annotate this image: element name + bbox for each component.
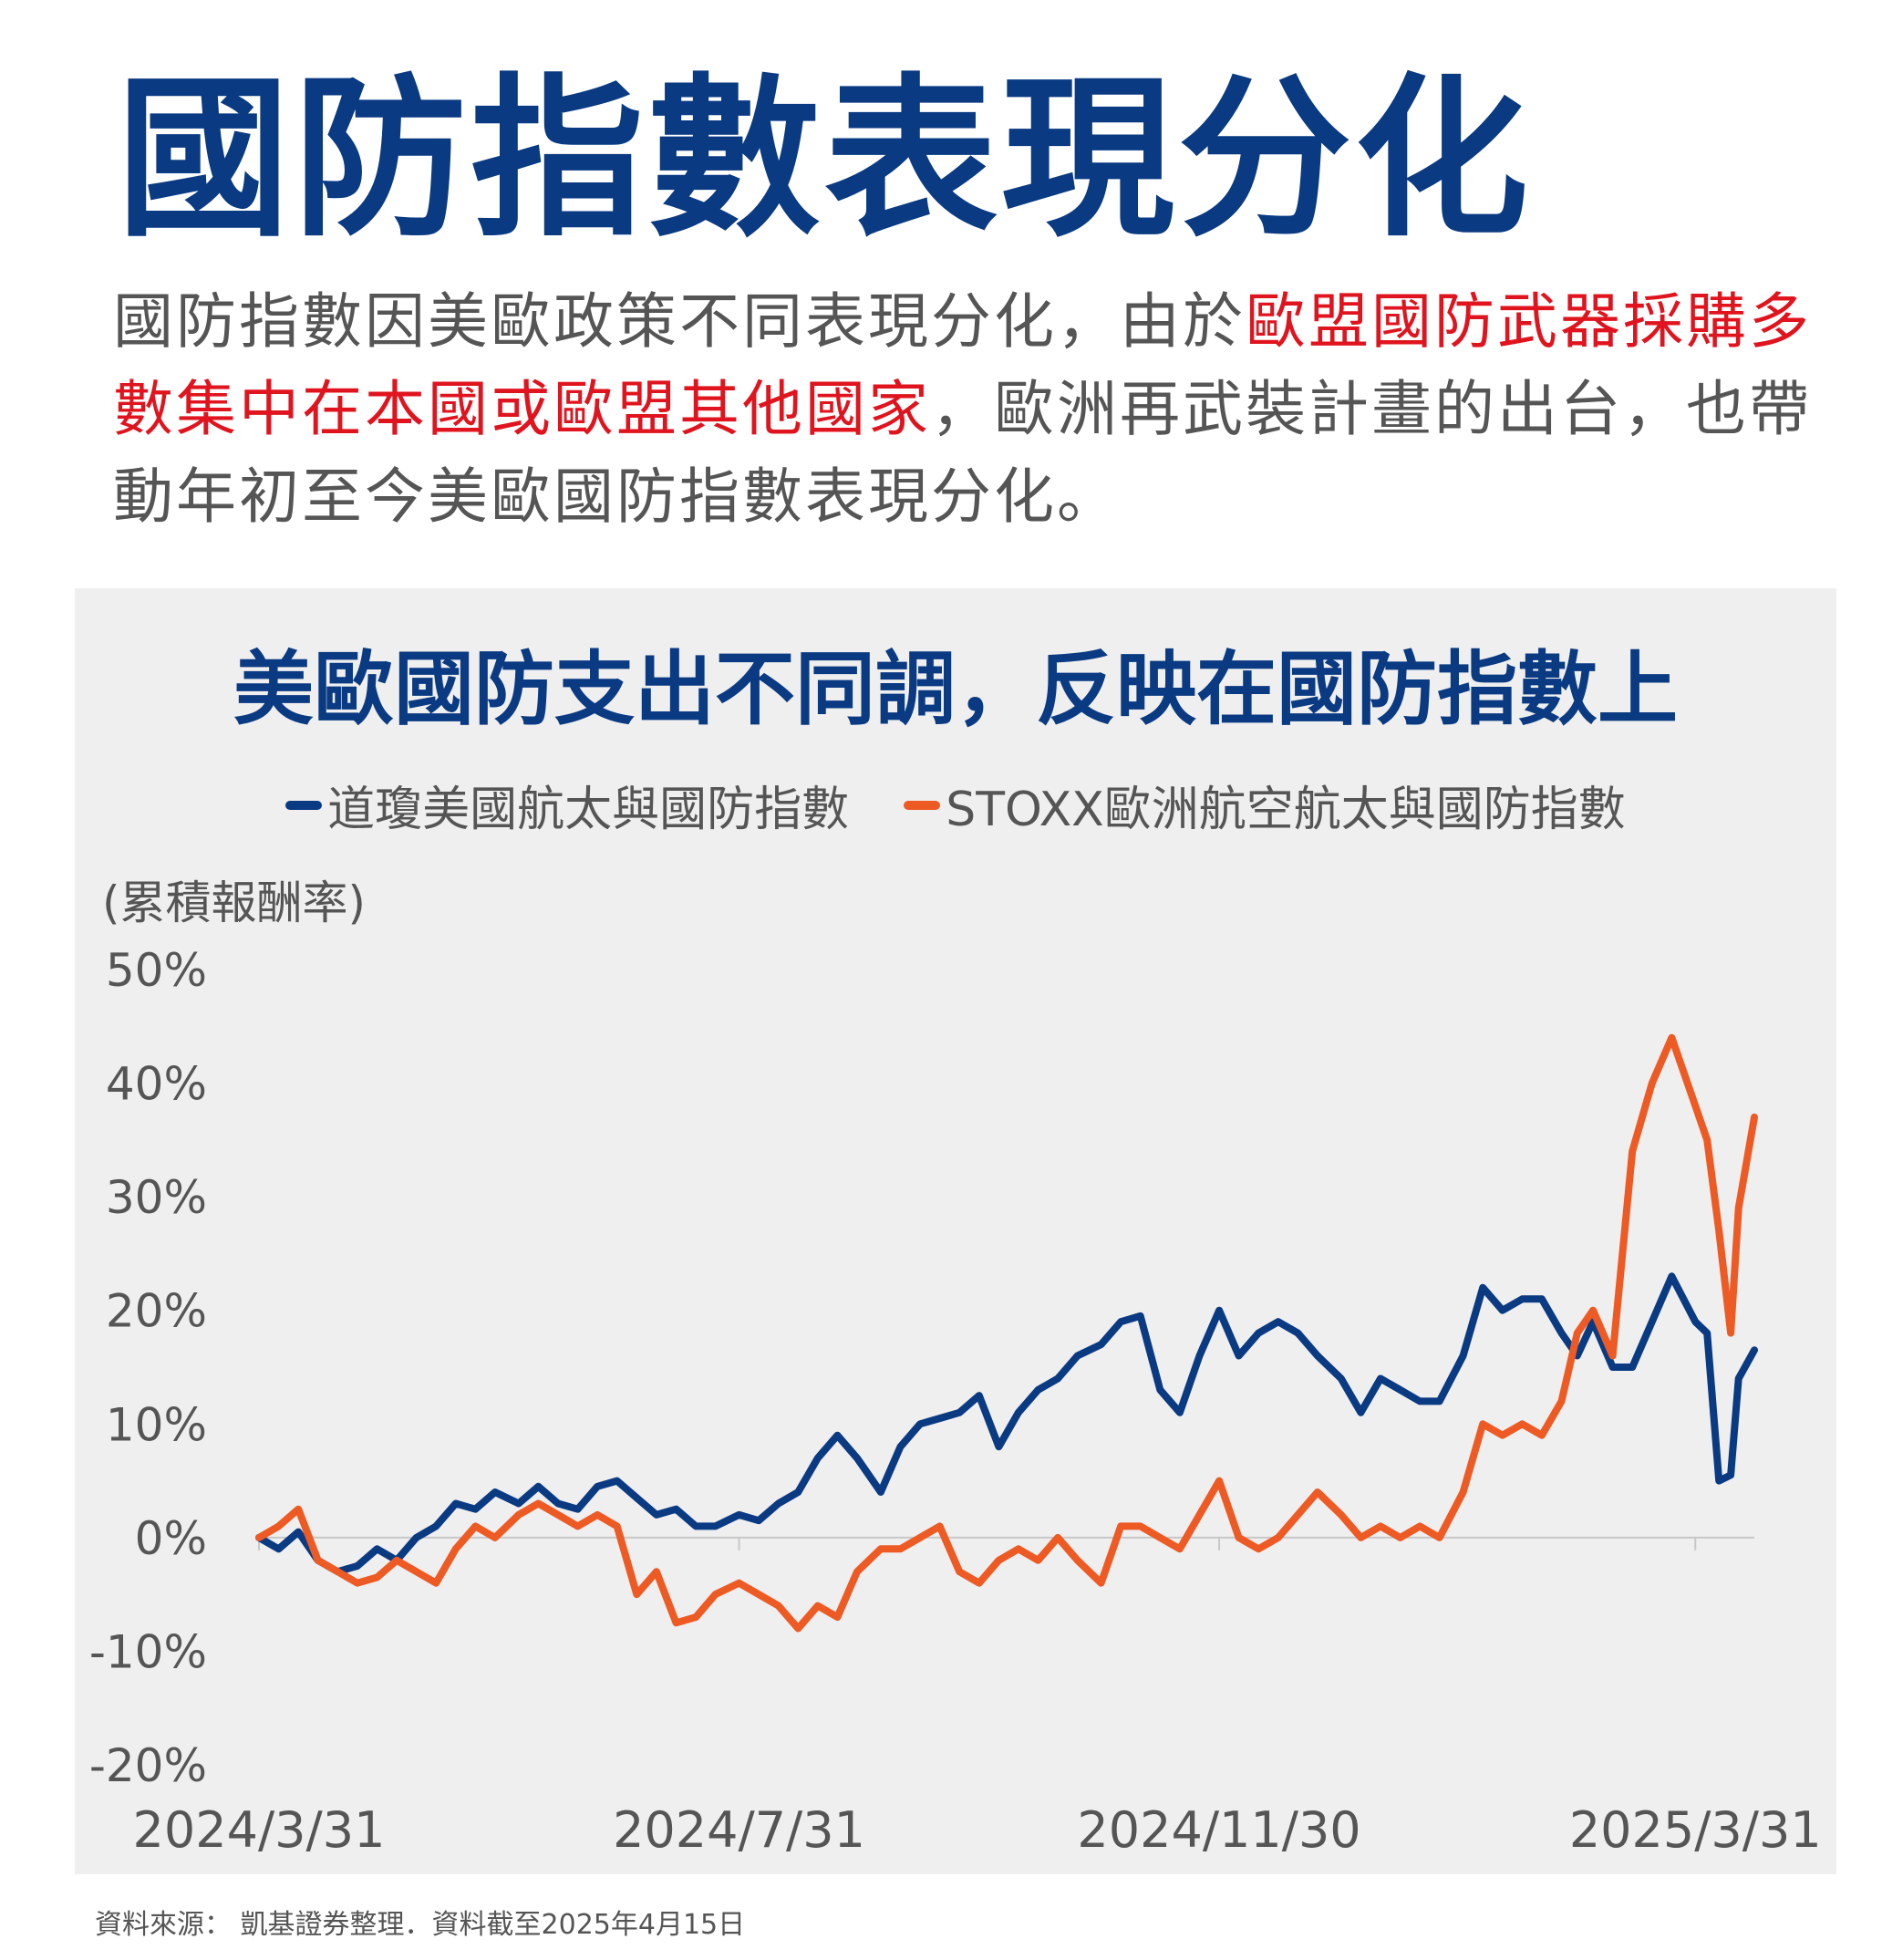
line-chart: 50% 40% 30% 20% 10% 0% -10% -20% 2024/3/31 2024/7… <box>89 944 1822 1859</box>
chart-panel: 美歐國防支出不同調，反映在國防指數上 道瓊美國航太與國防指數 STOXX歐洲航空… <box>75 588 1836 1874</box>
intro-part2: ，歐洲再武裝計畫的出台，也帶動年初至今美歐國防指數表現分化。 <box>113 374 1812 532</box>
y-tick-label: 10% <box>106 1398 207 1451</box>
intro-text: 國防指數因美歐政策不同表現分化，由於歐盟國防武器採購多數集中在本國或歐盟其他國家… <box>113 278 1846 541</box>
y-tick-label: 0% <box>135 1512 207 1565</box>
x-tick-label: 2024/3/31 <box>133 1801 386 1859</box>
chart-legend: 道瓊美國航太與國防指數 STOXX歐洲航空航太與國防指數 <box>75 771 1836 839</box>
series-line-us-defense <box>255 1272 1758 1576</box>
intro-part1: 國防指數因美歐政策不同表現分化，由於 <box>113 286 1246 357</box>
y-tick-label: -10% <box>89 1625 207 1678</box>
x-tick-label: 2025/3/31 <box>1569 1801 1822 1859</box>
legend-label-eu: STOXX歐洲航空航太與國防指數 <box>946 783 1626 837</box>
chart-title: 美歐國防支出不同調，反映在國防指數上 <box>233 642 1678 736</box>
legend-item-eu: STOXX歐洲航空航太與國防指數 <box>904 771 1626 839</box>
page-title: 國防指數表現分化 <box>117 58 1533 260</box>
legend-swatch-eu <box>904 800 941 810</box>
x-tick-label: 2024/11/30 <box>1077 1801 1360 1859</box>
series-line-eu-defense <box>255 1033 1758 1633</box>
y-tick-label: 50% <box>106 944 207 997</box>
source-note: 資料來源： 凱基證券整理．資料截至2025年4月15日 <box>95 1909 746 1941</box>
x-tick-label: 2024/7/31 <box>613 1801 865 1859</box>
y-tick-label: 40% <box>106 1058 207 1111</box>
y-axis-label: (累積報酬率) <box>102 876 367 929</box>
legend-swatch-us <box>285 800 323 810</box>
legend-item-us: 道瓊美國航太與國防指數 <box>285 771 849 839</box>
y-tick-label: 30% <box>106 1171 207 1224</box>
legend-label-us: 道瓊美國航太與國防指數 <box>327 783 850 837</box>
intro-highlight: 歐盟國防武器採購多數集中在本國或歐盟其他國家 <box>113 286 1812 444</box>
y-tick-label: 20% <box>106 1285 207 1338</box>
y-tick-label: -20% <box>89 1739 207 1792</box>
